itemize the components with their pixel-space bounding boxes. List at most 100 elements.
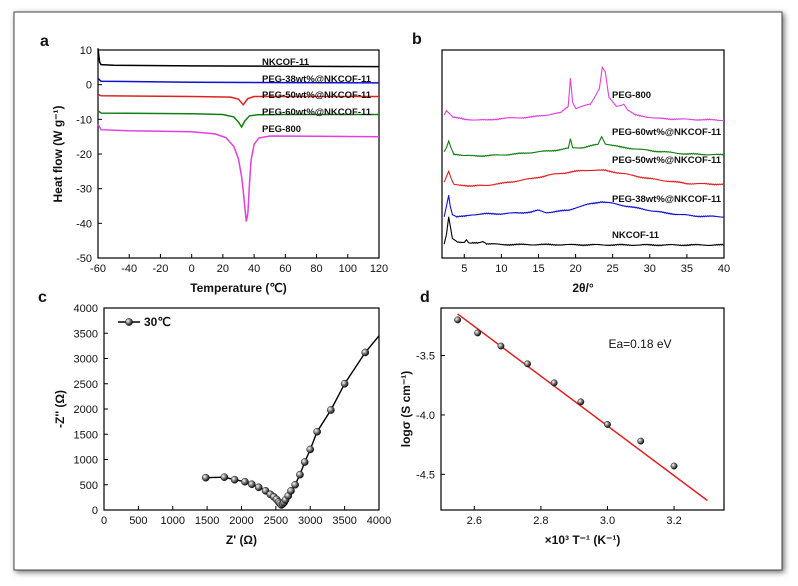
x-tick-label-c: 1500 xyxy=(195,515,219,527)
chart-panel-d: 2.6 2.8 3.0 3.2 -3.5 -4.0 -4.5 ×10³ T⁻¹ (K⁻¹) lo… xyxy=(399,307,725,547)
x-tick-label-c: 2000 xyxy=(229,515,253,527)
x-tick-label-a: -20 xyxy=(152,263,168,275)
annotation-d: Ea=0.18 eV xyxy=(608,337,671,351)
x-tick-label-c: 1000 xyxy=(161,515,185,527)
series-line-NKCOF-11 xyxy=(97,48,380,68)
x-tick-label-c: 3500 xyxy=(332,515,356,527)
data-point-c xyxy=(287,487,295,495)
series-label-a: PEG-50wt%@NKCOF-11 xyxy=(262,90,372,101)
x-tick-label-b: 15 xyxy=(532,263,544,275)
legend-marker-c xyxy=(125,318,133,326)
y-tick-label-a: -20 xyxy=(76,149,92,161)
x-tick-label-c: 500 xyxy=(129,515,147,527)
plot-frame-d xyxy=(440,307,725,511)
x-axis-label-d: ×10³ T⁻¹ (K⁻¹) xyxy=(545,533,621,547)
x-tick-label-c: 4000 xyxy=(367,515,391,527)
y-tick-label-a: -30 xyxy=(76,184,92,196)
figure-border xyxy=(13,11,783,571)
x-tick-label-b: 40 xyxy=(718,263,730,275)
x-tick-label-b: 35 xyxy=(681,263,693,275)
panel-letter-c: c xyxy=(38,289,47,306)
y-axis-label-c: -Z'' (Ω) xyxy=(53,390,67,428)
x-tick-label-d: 3.2 xyxy=(666,515,681,527)
data-point-c xyxy=(313,427,321,436)
y-tick-label-c: 3500 xyxy=(74,328,98,340)
y-axis-label-d: logσ (S cm⁻¹) xyxy=(399,371,413,448)
y-tick-label-a: 0 xyxy=(86,80,92,92)
data-point-d xyxy=(604,421,611,428)
data-point-c xyxy=(361,348,370,357)
x-axis-label-c: Z' (Ω) xyxy=(226,533,257,547)
chart-panel-a: -60 -40 -20 0 20 40 60 80 100 120100-10-20-30-40-… xyxy=(51,45,388,295)
data-point-d xyxy=(474,329,482,337)
data-point-d xyxy=(524,360,531,368)
plot-frame-b xyxy=(441,49,725,259)
x-tick-label-b: 30 xyxy=(644,263,656,275)
series-label-a: NKCOF-11 xyxy=(262,57,310,68)
y-tick-label-c: 4000 xyxy=(74,303,98,315)
x-tick-label-c: 0 xyxy=(101,515,107,527)
x-tick-label-c: 2500 xyxy=(264,515,288,527)
y-tick-label-c: 1500 xyxy=(74,429,98,441)
x-tick-label-a: 40 xyxy=(248,263,260,275)
x-tick-label-d: 2.8 xyxy=(533,515,548,527)
x-tick-label-a: -60 xyxy=(90,263,106,275)
data-point-c xyxy=(241,477,249,486)
x-tick-label-d: 3.0 xyxy=(600,515,615,527)
y-tick-label-a: -50 xyxy=(76,253,92,265)
series-label-b: NKCOF-11 xyxy=(612,230,660,241)
x-tick-label-a: 60 xyxy=(279,263,291,275)
series-line-PEG-800 xyxy=(97,124,380,222)
series-line-PEG-38wt%@NKCOF-11 xyxy=(97,77,380,84)
data-point-c xyxy=(248,480,256,489)
series-line-NKCOF-11 xyxy=(443,216,725,247)
x-tick-label-b: 5 xyxy=(461,263,467,275)
series-label-a: PEG-800 xyxy=(262,124,301,135)
series-label-a: PEG-38wt%@NKCOF-11 xyxy=(262,74,372,85)
y-tick-label-a: -10 xyxy=(76,114,92,126)
y-tick-label-d: -4.5 xyxy=(416,469,435,481)
x-tick-label-d: 2.6 xyxy=(467,515,482,527)
x-tick-label-b: 10 xyxy=(495,263,507,275)
y-tick-label-c: 2500 xyxy=(74,379,98,391)
data-point-c xyxy=(327,406,335,414)
y-tick-label-c: 500 xyxy=(80,480,98,492)
data-point-c xyxy=(300,458,309,466)
series-label-b: PEG-60wt%@NKCOF-11 xyxy=(612,127,722,138)
data-point-c xyxy=(296,470,304,479)
series-label-b: PEG-38wt%@NKCOF-11 xyxy=(612,194,722,205)
data-point-c xyxy=(291,480,299,489)
x-tick-label-b: 25 xyxy=(607,263,619,275)
x-axis-label-b: 2θ/° xyxy=(572,281,593,295)
data-point-d xyxy=(577,398,585,406)
data-point-d xyxy=(670,462,678,470)
y-tick-label-c: 3000 xyxy=(74,354,98,366)
x-tick-label-c: 3000 xyxy=(298,515,322,527)
y-tick-label-d: -4.0 xyxy=(416,410,435,422)
panel-letter-b: b xyxy=(412,31,422,48)
data-point-d xyxy=(497,342,505,350)
x-tick-label-a: 100 xyxy=(339,263,357,275)
y-tick-label-c: 1000 xyxy=(74,455,98,467)
x-axis-label-a: Temperature (℃) xyxy=(190,281,287,295)
data-point-d xyxy=(550,379,558,387)
series-line-PEG-60wt%@NKCOF-11 xyxy=(443,135,725,158)
x-tick-label-a: 0 xyxy=(189,263,195,275)
series-line-PEG-800 xyxy=(443,65,725,122)
series-line-PEG-50wt%@NKCOF-11 xyxy=(97,93,379,107)
y-tick-label-c: 0 xyxy=(92,505,98,517)
data-point-c xyxy=(220,473,229,481)
data-point-d xyxy=(637,437,645,445)
data-point-c xyxy=(340,379,349,388)
data-point-d xyxy=(454,316,462,324)
panel-letter-d: d xyxy=(420,289,430,306)
data-point-c xyxy=(230,475,239,484)
x-tick-label-b: 20 xyxy=(569,263,581,275)
series-label-b: PEG-800 xyxy=(612,90,651,101)
y-axis-label-a: Heat flow (W g⁻¹) xyxy=(51,106,65,203)
x-tick-label-a: -40 xyxy=(121,263,137,275)
x-tick-label-a: 80 xyxy=(310,263,322,275)
y-tick-label-c: 2000 xyxy=(74,404,98,416)
data-point-c xyxy=(201,473,210,482)
